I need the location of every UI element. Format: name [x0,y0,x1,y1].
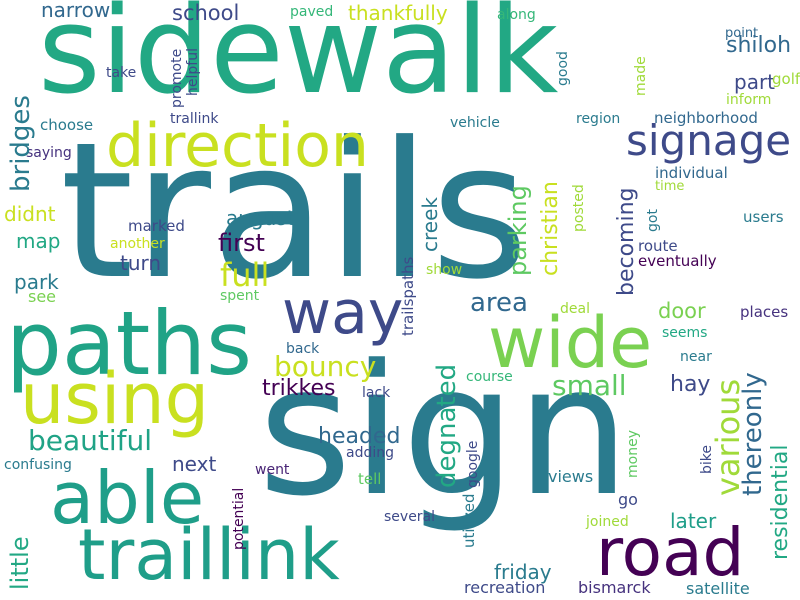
word-later: later [670,509,717,533]
word-neighborhood: neighborhood [654,109,758,127]
word-bike: bike [699,445,715,474]
word-deal: deal [560,301,590,317]
word-course: course [466,369,513,385]
word-paved: paved [290,4,334,20]
word-good: good [555,51,571,86]
word-turn: turn [120,251,162,275]
word-using: using [20,358,210,440]
word-didnt: didnt [4,202,56,226]
word-choose: choose [40,116,94,134]
word-google: google [465,440,481,488]
word-lack: lack [362,385,391,401]
word-time: time [655,179,685,194]
word-confusing: confusing [4,457,72,473]
word-thereonly: thereonly [738,372,768,496]
word-bridges: bridges [6,95,36,192]
word-park: park [14,270,59,294]
word-take: take [106,65,137,81]
word-individual: individual [655,164,728,182]
word-sign: sign [258,327,631,536]
word-wide: wide [488,302,653,384]
word-degnated: degnated [432,363,462,488]
word-parking: parking [504,185,532,276]
word-promote: promote [169,48,185,108]
word-traillink: traillink [78,514,340,596]
word-joined: joined [586,514,629,530]
word-views: views [548,467,594,486]
word-go: go [618,490,638,509]
word-friday: friday [494,560,552,584]
word-went: went [255,462,290,478]
word-paths: paths [6,292,252,395]
word-signage: signage [626,116,792,165]
word-road: road [596,514,745,591]
word-along: along [497,7,536,23]
word-recreation: recreation [464,578,546,597]
word-inform: inform [726,92,772,108]
word-vehicle: vehicle [450,115,500,131]
word-headed: headed [318,424,401,449]
word-sidewalk: sidewalk [38,0,559,121]
word-money: money [625,430,641,478]
word-residential: residential [768,444,793,560]
word-point: point [725,26,759,41]
word-direction: direction [106,111,369,181]
word-got: got [645,209,661,232]
word-area: area [470,288,528,318]
word-spent: spent [220,288,260,304]
word-trails: trails [60,102,529,321]
word-school: school [172,1,240,25]
word-utilized: utilized [460,493,478,548]
word-trikkes: trikkes [262,376,336,401]
word-way: way [282,278,404,348]
word-door: door [658,299,706,323]
word-seems: seems [662,325,708,341]
word-made: made [633,56,649,96]
word-narrow: narrow [41,0,111,22]
word-back: back [286,341,320,357]
word-users: users [743,208,784,226]
word-saying: saying [26,145,72,161]
word-thankfully: thankfully [348,1,448,25]
word-satellite: satellite [686,579,750,598]
word-helpful: helpful [185,48,201,96]
word-eventually: eventually [638,252,717,270]
word-another: another [110,236,165,252]
word-beautiful: beautiful [28,424,153,457]
word-potential: potential [231,487,247,550]
word-part: part [734,70,776,94]
word-able: able [50,456,205,540]
word-next: next [172,452,217,476]
word-adding: adding [346,445,395,461]
word-places: places [740,303,789,321]
word-region: region [576,111,621,127]
word-near: near [680,349,712,365]
word-full: full [220,256,270,294]
word-becoming: becoming [614,187,639,296]
word-posted: posted [571,184,587,232]
word-see: see [28,287,57,306]
word-show: show [426,262,463,278]
word-tell: tell [358,470,382,488]
word-small: small [552,369,627,402]
word-route: route [638,237,678,255]
word-golf: golf [772,70,800,88]
word-hay: hay [670,372,711,397]
word-map: map [16,229,61,253]
word-marked: marked [128,217,185,235]
word-first: first [218,229,265,257]
word-creek: creek [418,197,442,252]
word-little: little [6,536,34,590]
word-several: several [384,509,436,525]
word-trailspaths: trailspaths [399,256,417,336]
word-august: august [226,206,295,230]
word-christian: christian [538,181,563,276]
word-bouncy: bouncy [274,350,377,383]
word-bismarck: bismarck [578,578,651,597]
word-shiloh: shiloh [726,33,792,58]
word-trallink: trallink [170,111,219,127]
